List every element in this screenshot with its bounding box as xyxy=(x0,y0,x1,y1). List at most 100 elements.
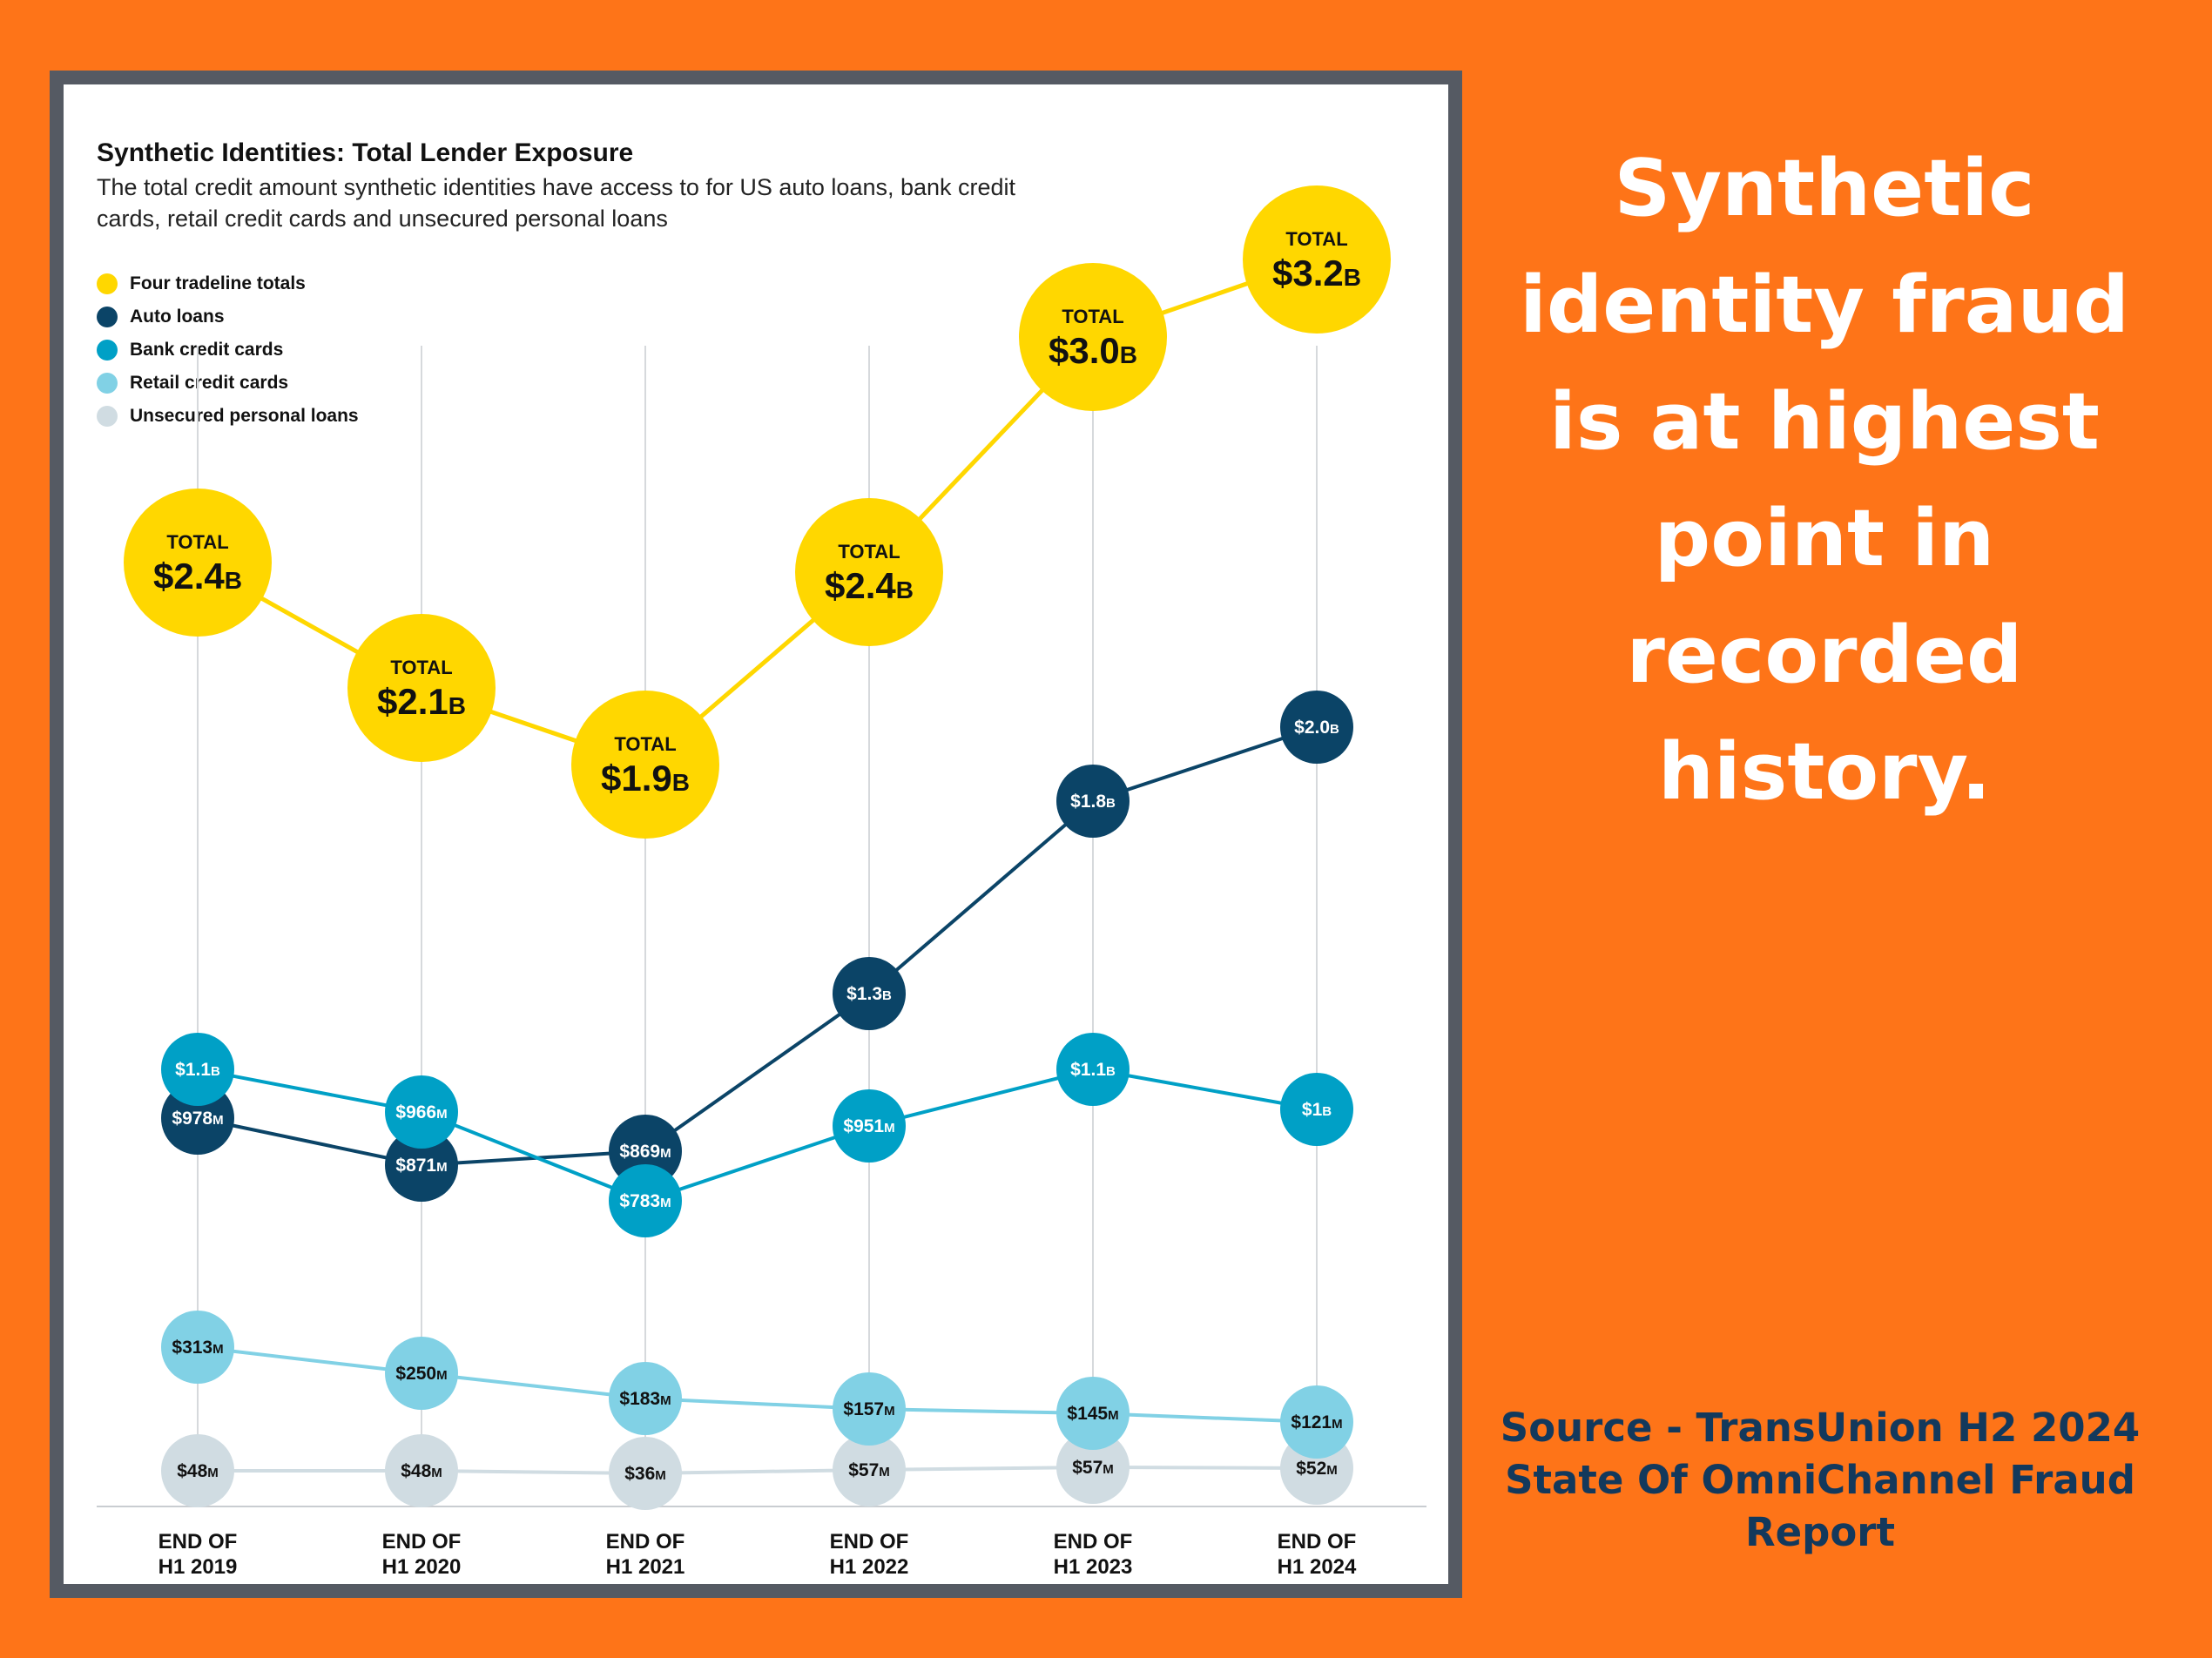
x-tick-label: END OF xyxy=(606,1530,685,1554)
x-tick-label: H1 2024 xyxy=(1278,1555,1357,1579)
data-label-value: $2.1 xyxy=(377,681,448,722)
chart-title: Synthetic Identities: Total Lender Expos… xyxy=(97,138,634,167)
data-label-unit: M xyxy=(884,1121,895,1136)
x-tick-label: H1 2022 xyxy=(830,1555,909,1579)
legend-swatch xyxy=(97,273,118,294)
legend-item: Bank credit cards xyxy=(97,334,359,367)
data-label-unit: M xyxy=(660,1146,671,1161)
data-label-value: $978 xyxy=(172,1109,212,1129)
data-point xyxy=(347,614,496,762)
legend-swatch xyxy=(97,307,118,327)
data-label-value: $3.0 xyxy=(1049,330,1120,371)
data-label: $3.0B xyxy=(1049,330,1137,371)
headline-text: Synthetic identity fraud is at highest p… xyxy=(1519,143,2130,818)
chart-frame: Synthetic Identities: Total Lender Expos… xyxy=(50,71,1462,1598)
data-label-unit: M xyxy=(436,1107,448,1122)
total-prefix-label: TOTAL xyxy=(614,733,676,755)
legend-label: Unsecured personal loans xyxy=(130,406,359,426)
data-point xyxy=(795,498,943,646)
legend-label: Bank credit cards xyxy=(130,340,284,360)
data-label-value: $3.2 xyxy=(1272,253,1344,293)
data-label-unit: B xyxy=(225,567,242,594)
data-label-unit: M xyxy=(207,1466,219,1480)
legend-label: Auto loans xyxy=(130,307,225,327)
data-label-value: $48 xyxy=(401,1461,431,1481)
data-label-value: $52 xyxy=(1296,1459,1326,1479)
data-label-unit: B xyxy=(448,692,466,719)
data-label: $966M xyxy=(395,1102,447,1122)
data-point xyxy=(385,1434,458,1507)
data-label-value: $1.8 xyxy=(1070,792,1106,812)
legend-item: Four tradeline totals xyxy=(97,267,359,300)
data-point xyxy=(385,1129,458,1202)
data-label: $1.8B xyxy=(1070,792,1116,812)
series-line xyxy=(197,1345,1318,1424)
data-label-value: $183 xyxy=(619,1389,660,1409)
data-label-value: $1.1 xyxy=(1070,1060,1106,1080)
data-label: $36M xyxy=(624,1464,666,1484)
data-label: $2.4B xyxy=(825,565,914,606)
data-point xyxy=(571,691,719,839)
data-label: $183M xyxy=(619,1389,671,1409)
data-label: $951M xyxy=(843,1116,894,1136)
data-label: $250M xyxy=(395,1364,447,1384)
data-label: $2.1B xyxy=(377,681,466,722)
data-label-unit: M xyxy=(660,1393,671,1408)
data-label-value: $2.0 xyxy=(1294,718,1330,738)
data-point xyxy=(833,957,906,1030)
data-label-value: $2.4 xyxy=(153,556,225,596)
data-point xyxy=(161,1033,234,1106)
data-label-value: $1 xyxy=(1302,1100,1323,1120)
data-label-value: $48 xyxy=(177,1461,207,1481)
data-label: $48M xyxy=(401,1461,442,1481)
data-point xyxy=(1056,1033,1130,1106)
data-label-unit: B xyxy=(1106,1064,1116,1079)
data-label-unit: B xyxy=(1344,264,1361,291)
legend-swatch xyxy=(97,340,118,361)
x-tick-label: H1 2023 xyxy=(1054,1555,1133,1579)
data-point xyxy=(609,1164,682,1237)
data-label-unit: M xyxy=(431,1466,442,1480)
data-label: $978M xyxy=(172,1109,223,1129)
total-prefix-label: TOTAL xyxy=(1285,228,1347,250)
data-label-value: $1.1 xyxy=(175,1060,211,1080)
data-label: $2.4B xyxy=(153,556,242,596)
series-line xyxy=(198,1465,1318,1476)
data-label-value: $145 xyxy=(1067,1404,1108,1424)
data-label-unit: B xyxy=(1106,796,1116,811)
chart-panel: Synthetic Identities: Total Lender Expos… xyxy=(64,84,1448,1584)
data-label-unit: B xyxy=(1330,722,1339,737)
data-label: $48M xyxy=(177,1461,219,1481)
data-label: $3.2B xyxy=(1272,253,1361,293)
data-label-value: $250 xyxy=(395,1364,436,1384)
data-point xyxy=(609,1437,682,1510)
data-label-unit: M xyxy=(879,1465,890,1479)
data-label: $121M xyxy=(1291,1412,1342,1432)
x-tick-label: H1 2021 xyxy=(606,1555,685,1579)
data-label: $871M xyxy=(395,1156,447,1176)
chart-legend: Four tradeline totals Auto loans Bank cred… xyxy=(97,267,359,433)
data-label-unit: M xyxy=(655,1468,666,1483)
data-label-value: $313 xyxy=(172,1338,212,1358)
data-label-value: $1.3 xyxy=(846,984,882,1004)
chart-subtitle: The total credit amount synthetic identi… xyxy=(97,174,1016,232)
data-label-value: $966 xyxy=(395,1102,436,1122)
data-label-value: $869 xyxy=(619,1142,660,1162)
data-label-unit: M xyxy=(1103,1462,1114,1477)
data-point xyxy=(161,1311,234,1384)
x-tick-label: END OF xyxy=(382,1530,462,1554)
data-point xyxy=(385,1075,458,1149)
data-label: $313M xyxy=(172,1338,223,1358)
total-prefix-label: TOTAL xyxy=(390,657,452,678)
data-label-unit: B xyxy=(672,769,690,796)
data-label-value: $157 xyxy=(843,1399,884,1419)
data-label-value: $57 xyxy=(848,1460,879,1480)
data-label: $1.3B xyxy=(846,984,892,1004)
data-label: $145M xyxy=(1067,1404,1118,1424)
data-label: $1B xyxy=(1302,1100,1332,1120)
data-label: $1.1B xyxy=(1070,1060,1116,1080)
legend-swatch xyxy=(97,373,118,394)
data-label-unit: M xyxy=(212,1113,224,1128)
x-tick-label: END OF xyxy=(1278,1530,1357,1554)
